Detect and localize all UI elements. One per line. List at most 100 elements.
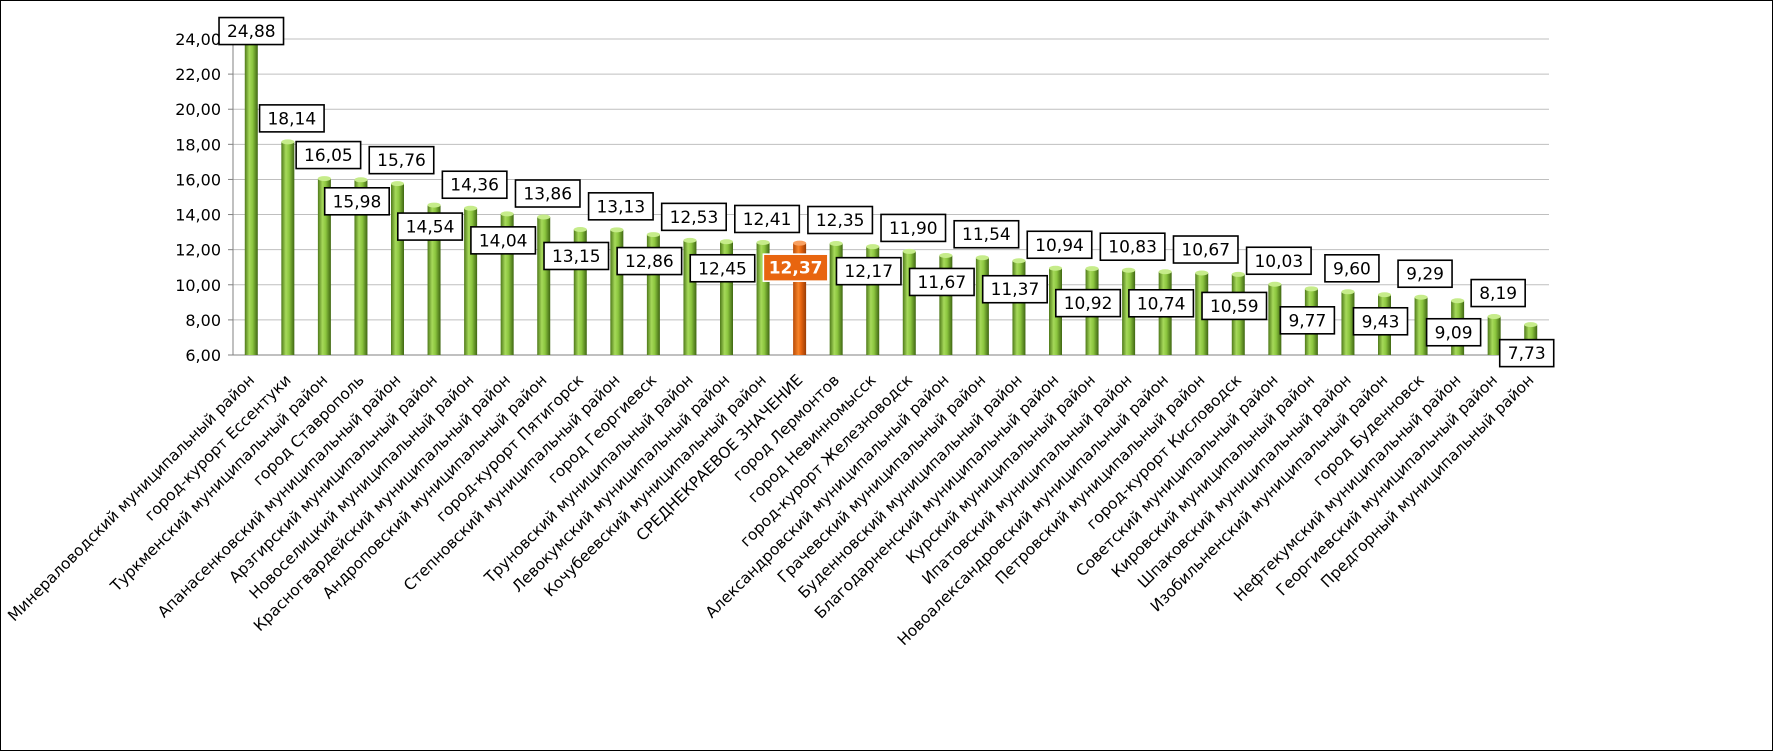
data-label: 9,09 (1435, 323, 1473, 343)
data-label: 12,41 (743, 210, 792, 230)
bar (391, 183, 404, 355)
bar-cap (1524, 322, 1538, 328)
bar (1487, 316, 1501, 355)
data-label: 9,29 (1406, 265, 1444, 285)
bar-cap (281, 139, 295, 145)
bar-cap (1158, 269, 1172, 275)
bar-cap (1012, 258, 1026, 264)
data-label: 14,54 (406, 218, 455, 238)
data-label-box (397, 212, 464, 241)
data-label-box (1279, 306, 1336, 335)
bar-cap (902, 248, 916, 254)
y-tick-label: 18,00 (175, 135, 221, 154)
data-label-box (1397, 259, 1453, 289)
x-tick-label: Апанасенковский муниципальный район (154, 371, 404, 621)
data-label-box (258, 104, 325, 133)
bar-cap (866, 244, 880, 250)
data-label: 11,37 (991, 280, 1040, 300)
data-label: 18,14 (267, 109, 316, 129)
bar-cap (537, 214, 551, 220)
data-labels: 24,88 18,14 16,05 15,98 15,76 14,54 14,36 14,04… (218, 16, 1555, 368)
data-label-box (1128, 288, 1195, 318)
data-label: 12,17 (844, 262, 893, 282)
data-label: 10,67 (1181, 241, 1230, 261)
bar-cap (1231, 271, 1245, 277)
y-tick-label: 8,00 (185, 311, 221, 330)
data-label: 9,77 (1288, 311, 1326, 331)
bar-cap (610, 227, 624, 233)
data-label: 14,36 (450, 176, 499, 196)
bar-cap (500, 211, 514, 217)
bar-cap (1195, 270, 1209, 276)
bar-cap (1414, 294, 1428, 300)
data-label: 10,03 (1254, 252, 1303, 272)
data-label-box (218, 16, 285, 46)
y-axis: 6,00 8,00 10,00 12,00 14,00 16,00 18,00 20,00 22… (175, 21, 1549, 365)
data-label-box (762, 253, 829, 282)
data-label: 16,05 (304, 146, 353, 166)
data-label: 9,43 (1362, 312, 1400, 332)
bar-cap (573, 226, 587, 232)
data-label: 10,83 (1108, 238, 1157, 258)
data-label-box (587, 192, 654, 221)
data-label-box (1055, 288, 1122, 318)
data-label-box (368, 145, 435, 175)
data-label: 11,67 (917, 273, 966, 293)
data-label-box (441, 170, 508, 200)
data-label-box (1324, 254, 1380, 283)
data-label: 12,45 (698, 259, 747, 279)
bar-cap (464, 205, 478, 211)
data-label-box (1470, 278, 1526, 308)
data-label-box (660, 202, 727, 232)
y-tick-label: 20,00 (175, 100, 221, 119)
data-label-box (514, 179, 581, 208)
bar-cap (646, 232, 660, 238)
bar (537, 217, 551, 355)
data-label: 11,90 (889, 219, 938, 239)
data-label-box (1425, 317, 1482, 347)
data-label: 15,76 (377, 151, 426, 171)
bar (902, 251, 916, 355)
bar-cap (354, 177, 368, 183)
data-label: 12,86 (625, 252, 674, 272)
x-axis-labels: Минераловодский муниципальный районгород… (4, 371, 1537, 649)
data-label-box (734, 204, 801, 234)
data-label: 10,74 (1137, 294, 1186, 314)
bar-cap (1451, 298, 1465, 304)
y-tick-label: 6,00 (185, 346, 221, 365)
bar (281, 141, 295, 355)
y-tick-label: 14,00 (175, 206, 221, 225)
bar-cap (391, 181, 404, 187)
bar-cap (1268, 281, 1282, 287)
bar (975, 257, 989, 355)
data-label-box (1026, 230, 1093, 260)
y-tick-label: 12,00 (175, 241, 221, 260)
bar-cap (720, 239, 733, 245)
data-label-box (1201, 291, 1268, 321)
data-label-box (295, 140, 362, 170)
bar (1414, 297, 1428, 355)
data-label: 13,86 (523, 185, 572, 205)
bar-cap (1487, 314, 1501, 320)
data-label: 8,19 (1479, 284, 1517, 304)
data-label: 13,15 (552, 247, 601, 267)
y-tick-label: 10,00 (175, 276, 221, 295)
data-label-box (953, 219, 1020, 249)
data-label: 9,60 (1333, 259, 1371, 279)
bar-cap (1378, 292, 1391, 298)
data-label: 14,04 (479, 231, 528, 251)
x-tick-label: Минераловодский муниципальный район (4, 371, 258, 625)
bar-cap (1049, 265, 1062, 271)
y-tick-label: 24,00 (175, 30, 221, 49)
data-label-box (1245, 246, 1312, 276)
data-label: 7,73 (1508, 344, 1546, 364)
bar (317, 178, 331, 355)
data-label-box (807, 205, 874, 235)
data-label-box (835, 256, 902, 286)
data-label-box (1498, 338, 1555, 368)
bar-cap (1304, 286, 1318, 292)
data-label: 15,98 (333, 192, 382, 212)
data-label: 11,54 (962, 225, 1011, 245)
bar-cap (683, 237, 697, 243)
